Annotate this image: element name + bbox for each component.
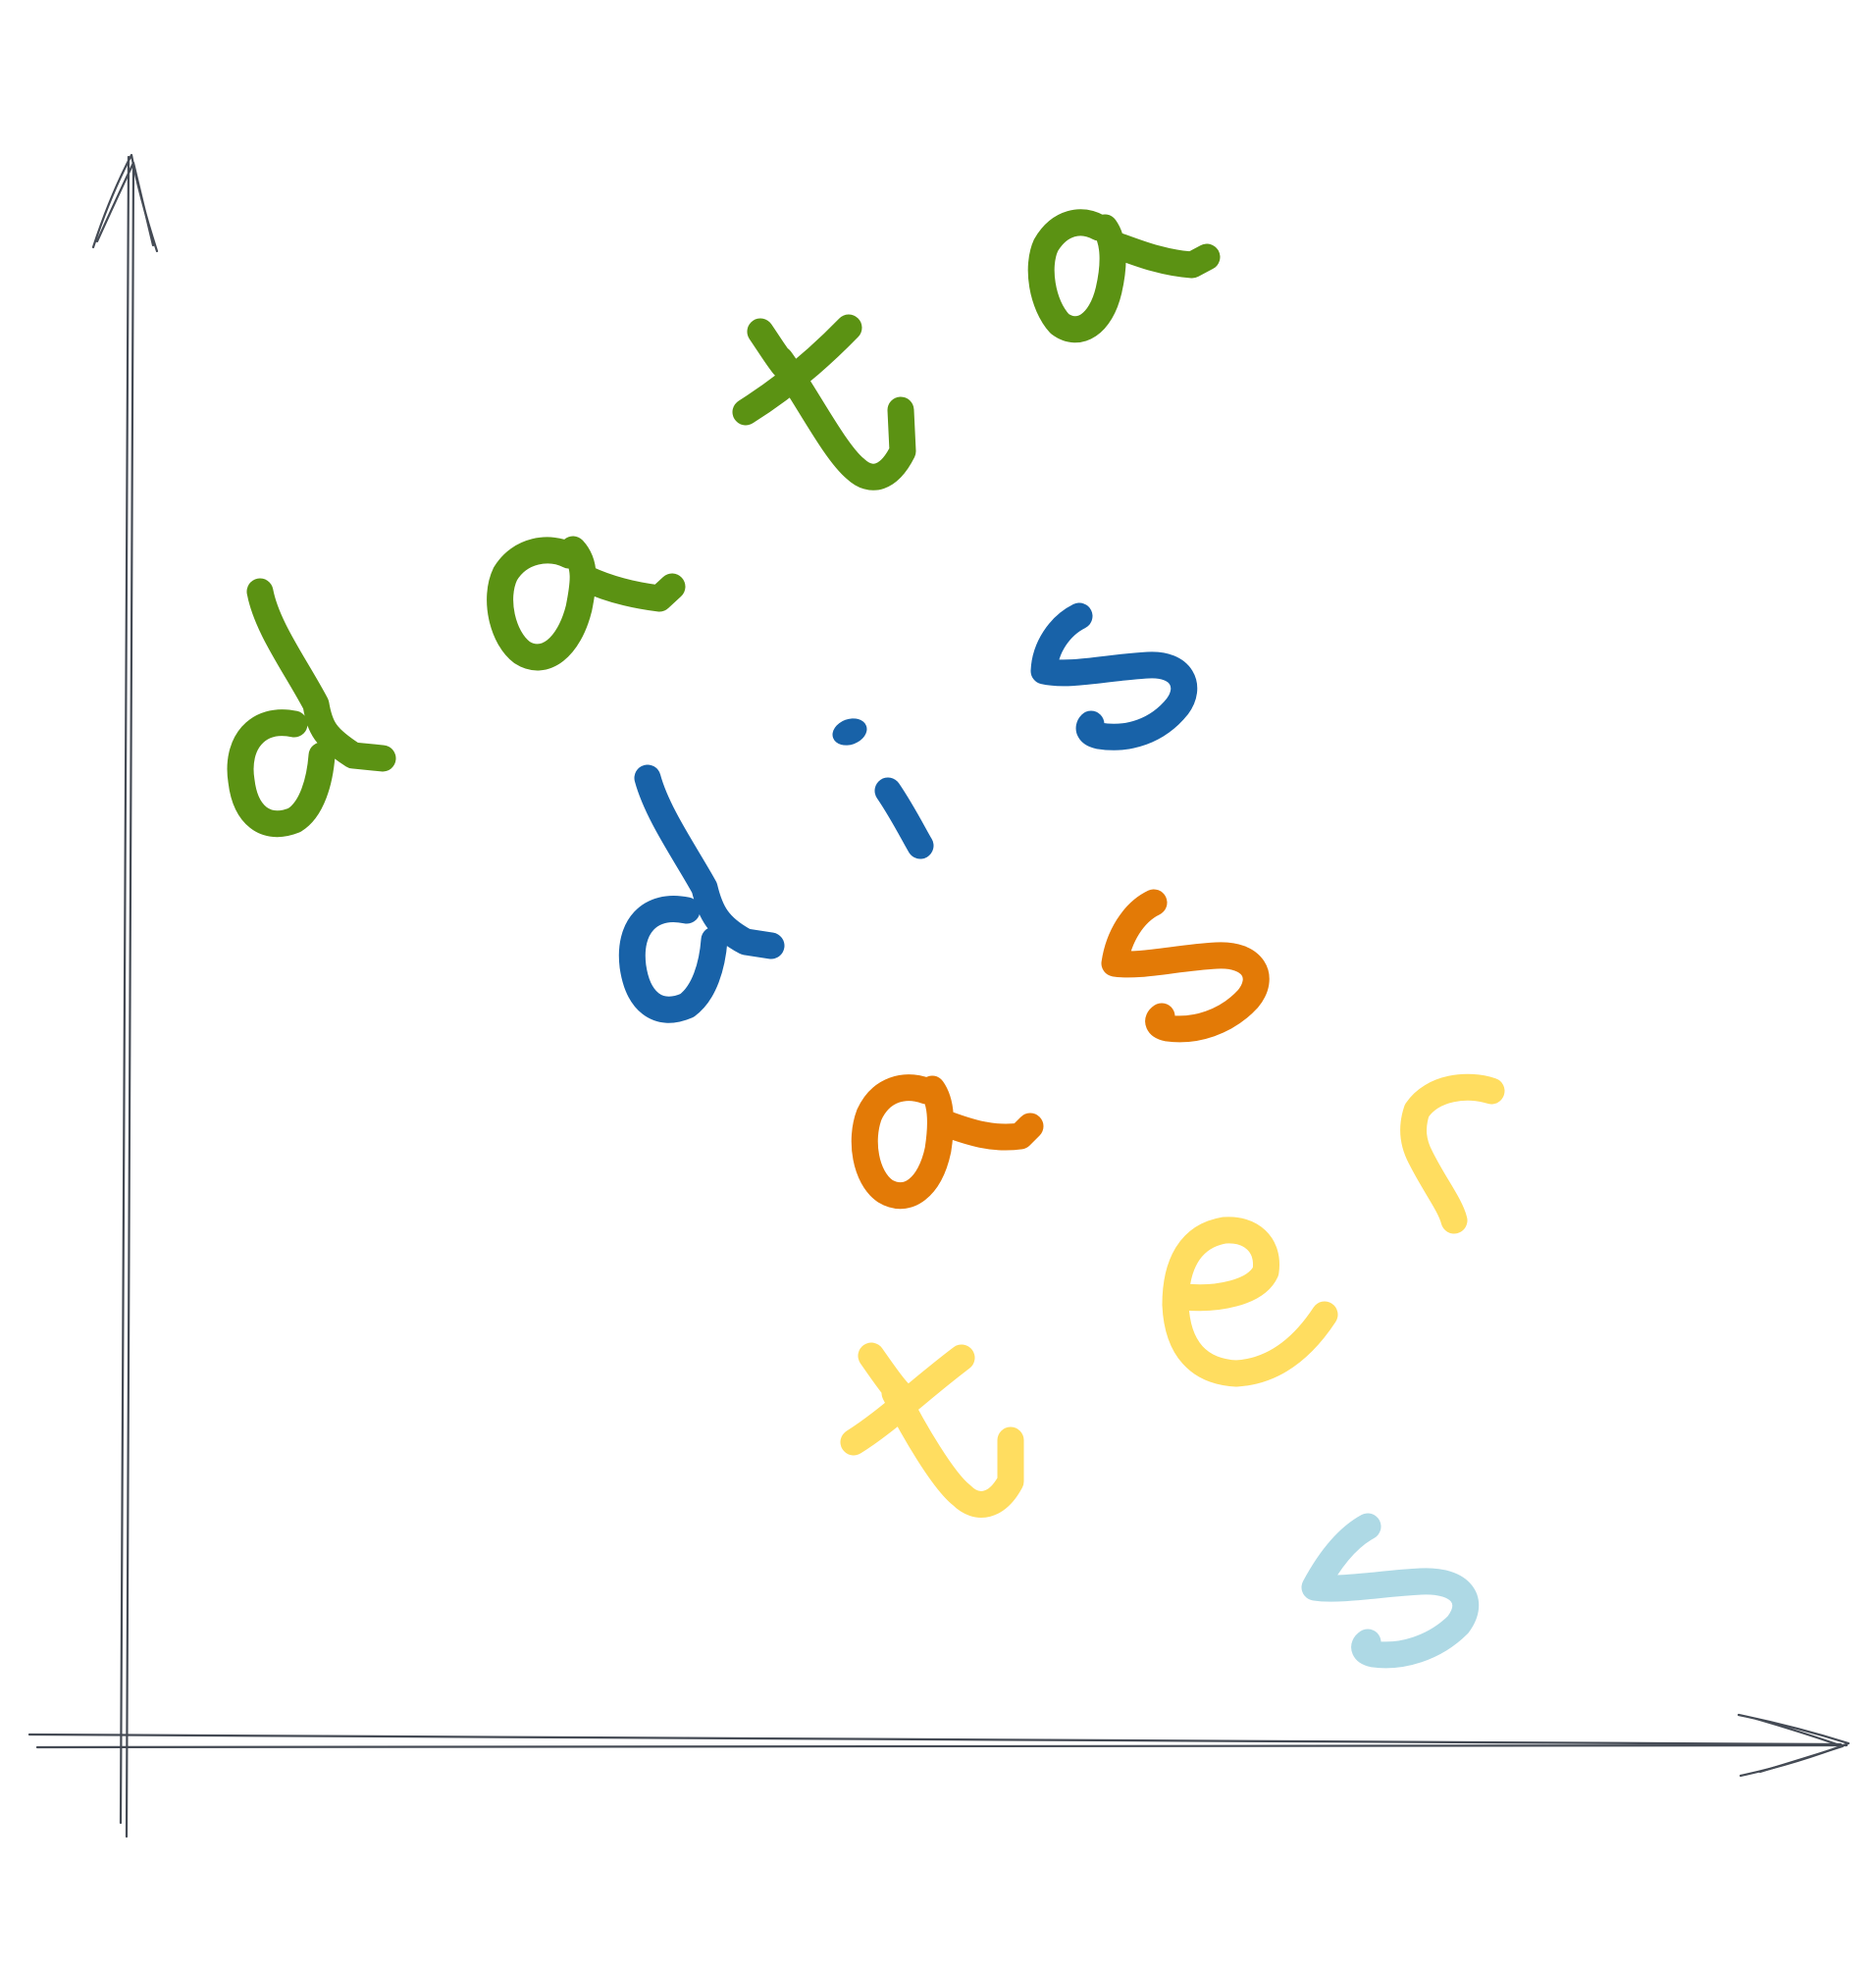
letter-group-orange bbox=[851, 889, 1270, 1210]
letter-group-yellow bbox=[840, 1073, 1505, 1518]
x-axis-line-double bbox=[35, 1743, 1849, 1749]
x-axis-line bbox=[27, 1733, 1843, 1746]
letter-a-orange bbox=[851, 1074, 1044, 1210]
letter-e-yellow bbox=[1162, 1217, 1338, 1387]
y-axis-arrowhead bbox=[91, 153, 159, 253]
letter-d-green-1 bbox=[227, 578, 396, 838]
letter-s-light-blue bbox=[1301, 1513, 1480, 1669]
letter-group-blue bbox=[618, 602, 1198, 1023]
letter-i-dot bbox=[832, 718, 867, 746]
y-axis-line-double bbox=[125, 163, 135, 1839]
y-axis bbox=[91, 153, 159, 1839]
letter-t-yellow bbox=[840, 1342, 1024, 1518]
letter-d-blue bbox=[618, 764, 785, 1023]
letter-r-yellow bbox=[1400, 1073, 1505, 1234]
letter-group-light-blue bbox=[1301, 1513, 1480, 1669]
letter-t-green bbox=[732, 314, 916, 491]
letter-a-green-1 bbox=[487, 536, 686, 671]
y-axis-line bbox=[119, 155, 130, 1825]
letter-s-blue bbox=[1030, 602, 1198, 751]
letter-group-green bbox=[227, 209, 1221, 838]
letter-s-orange bbox=[1101, 889, 1270, 1043]
x-axis bbox=[27, 1713, 1850, 1778]
letter-a-green-2 bbox=[1027, 209, 1221, 343]
x-axis-arrowhead-double bbox=[1754, 1717, 1845, 1774]
letter-i-blue bbox=[874, 777, 934, 859]
y-axis-arrowhead-double bbox=[95, 161, 155, 247]
